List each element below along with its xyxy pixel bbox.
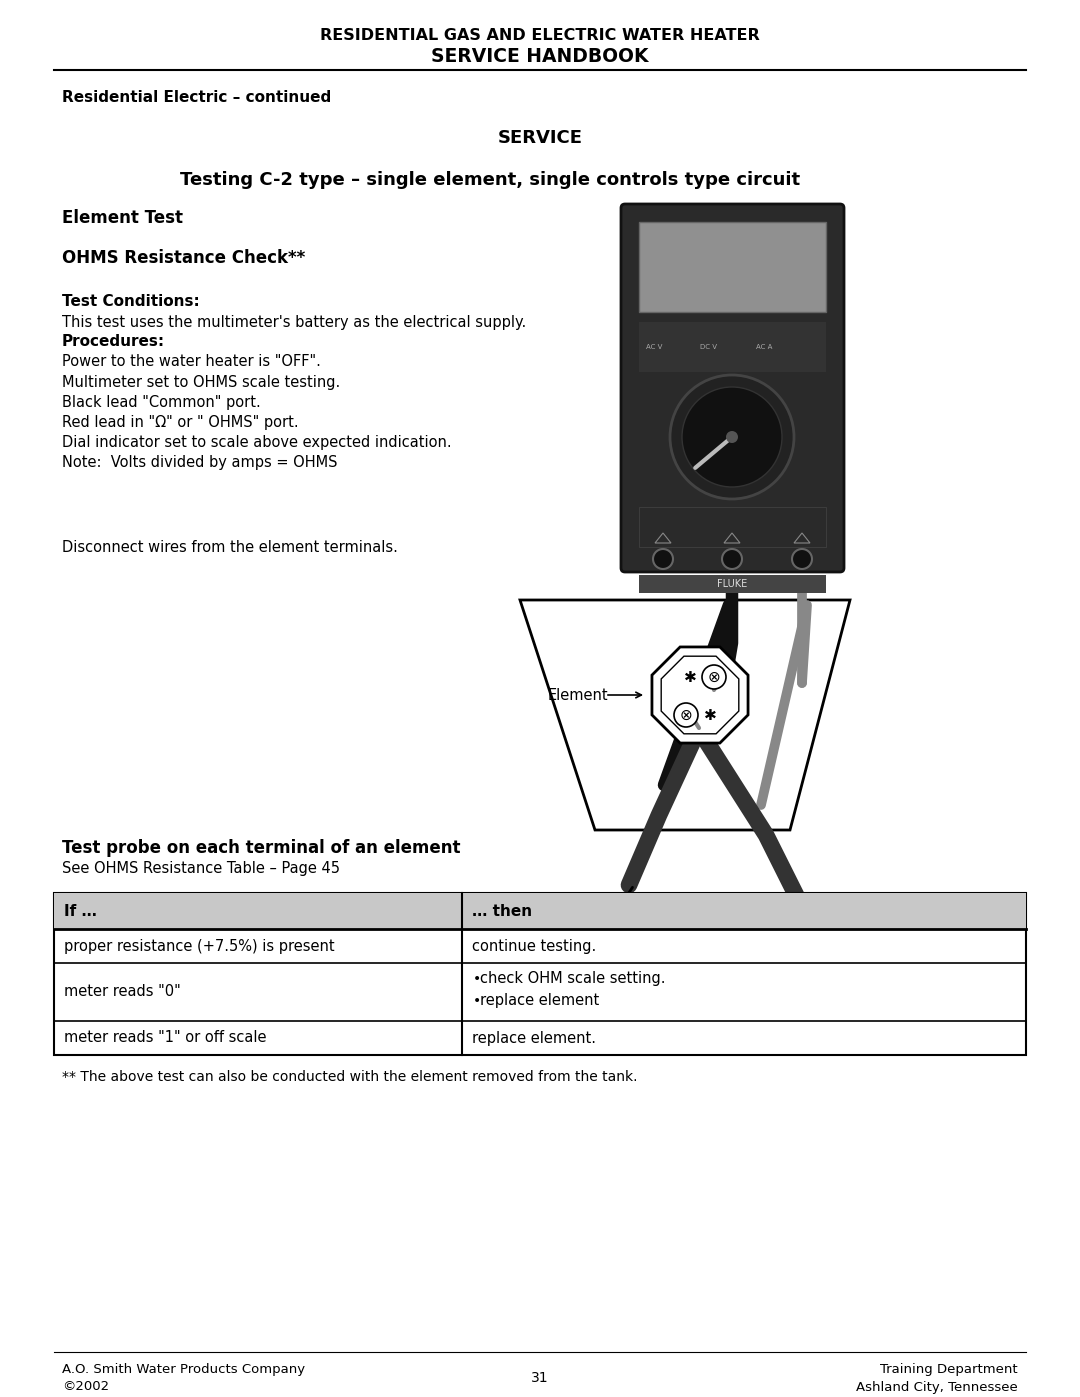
Circle shape — [792, 549, 812, 569]
Text: replace element: replace element — [481, 993, 599, 1009]
Text: ©2002: ©2002 — [62, 1380, 109, 1393]
Text: AC V: AC V — [646, 344, 662, 351]
Text: A.O. Smith Water Products Company: A.O. Smith Water Products Company — [62, 1363, 306, 1376]
Text: 31: 31 — [531, 1370, 549, 1384]
Text: Ashland City, Tennessee: Ashland City, Tennessee — [856, 1380, 1018, 1393]
Text: Residential Electric – continued: Residential Electric – continued — [62, 91, 332, 106]
Bar — [639, 507, 826, 548]
Circle shape — [723, 549, 742, 569]
FancyBboxPatch shape — [621, 204, 843, 571]
Circle shape — [702, 665, 726, 689]
Text: Note:  Volts divided by amps = OHMS: Note: Volts divided by amps = OHMS — [62, 454, 337, 469]
Circle shape — [674, 703, 698, 726]
Text: Power to the water heater is "OFF".: Power to the water heater is "OFF". — [62, 355, 321, 369]
Text: Procedures:: Procedures: — [62, 334, 165, 349]
Text: Element Test: Element Test — [62, 210, 183, 226]
Text: DC V: DC V — [701, 344, 717, 351]
Bar — [54, 893, 1026, 1055]
Text: OHMS Resistance Check**: OHMS Resistance Check** — [62, 249, 306, 267]
Text: … then: … then — [472, 904, 532, 918]
Text: •: • — [473, 995, 482, 1009]
Polygon shape — [519, 599, 850, 830]
Circle shape — [653, 549, 673, 569]
Text: Black lead "Common" port.: Black lead "Common" port. — [62, 394, 260, 409]
Circle shape — [670, 374, 794, 499]
Text: Red lead in "Ω" or " OHMS" port.: Red lead in "Ω" or " OHMS" port. — [62, 415, 299, 429]
Text: Multimeter set to OHMS scale testing.: Multimeter set to OHMS scale testing. — [62, 374, 340, 390]
Text: If …: If … — [64, 904, 97, 918]
Text: check OHM scale setting.: check OHM scale setting. — [481, 971, 665, 986]
Text: meter reads "0": meter reads "0" — [64, 985, 180, 999]
Text: meter reads "1" or off scale: meter reads "1" or off scale — [64, 1031, 267, 1045]
Text: See OHMS Resistance Table – Page 45: See OHMS Resistance Table – Page 45 — [62, 862, 340, 876]
Text: SERVICE HANDBOOK: SERVICE HANDBOOK — [431, 47, 649, 67]
Text: RESIDENTIAL GAS AND ELECTRIC WATER HEATER: RESIDENTIAL GAS AND ELECTRIC WATER HEATE… — [320, 28, 760, 43]
Text: Test probe on each terminal of an element: Test probe on each terminal of an elemen… — [62, 840, 460, 856]
Bar — [639, 321, 826, 372]
Circle shape — [681, 387, 782, 488]
Text: SERVICE: SERVICE — [498, 129, 582, 147]
Text: •: • — [473, 972, 482, 986]
Circle shape — [726, 432, 738, 443]
Text: replace element.: replace element. — [472, 1031, 596, 1045]
Text: ✱: ✱ — [684, 669, 697, 685]
Bar — [639, 576, 826, 592]
Text: Training Department: Training Department — [880, 1363, 1018, 1376]
Text: Element: Element — [548, 687, 609, 703]
Bar — [639, 222, 826, 312]
Text: proper resistance (+7.5%) is present: proper resistance (+7.5%) is present — [64, 939, 335, 954]
Text: ✱: ✱ — [704, 707, 716, 722]
Text: ⊗: ⊗ — [679, 707, 692, 722]
Text: ** The above test can also be conducted with the element removed from the tank.: ** The above test can also be conducted … — [62, 1070, 637, 1084]
Text: AC A: AC A — [756, 344, 772, 351]
Bar — [54, 893, 1026, 929]
Text: This test uses the multimeter's battery as the electrical supply.: This test uses the multimeter's battery … — [62, 314, 526, 330]
Text: ⊗: ⊗ — [707, 669, 720, 685]
Polygon shape — [652, 647, 748, 743]
Text: continue testing.: continue testing. — [472, 939, 596, 954]
Text: Disconnect wires from the element terminals.: Disconnect wires from the element termin… — [62, 541, 397, 556]
Text: Testing C-2 type – single element, single controls type circuit: Testing C-2 type – single element, singl… — [180, 170, 800, 189]
Text: FLUKE: FLUKE — [717, 578, 747, 590]
Text: Dial indicator set to scale above expected indication.: Dial indicator set to scale above expect… — [62, 434, 451, 450]
Text: Test Conditions:: Test Conditions: — [62, 295, 200, 310]
